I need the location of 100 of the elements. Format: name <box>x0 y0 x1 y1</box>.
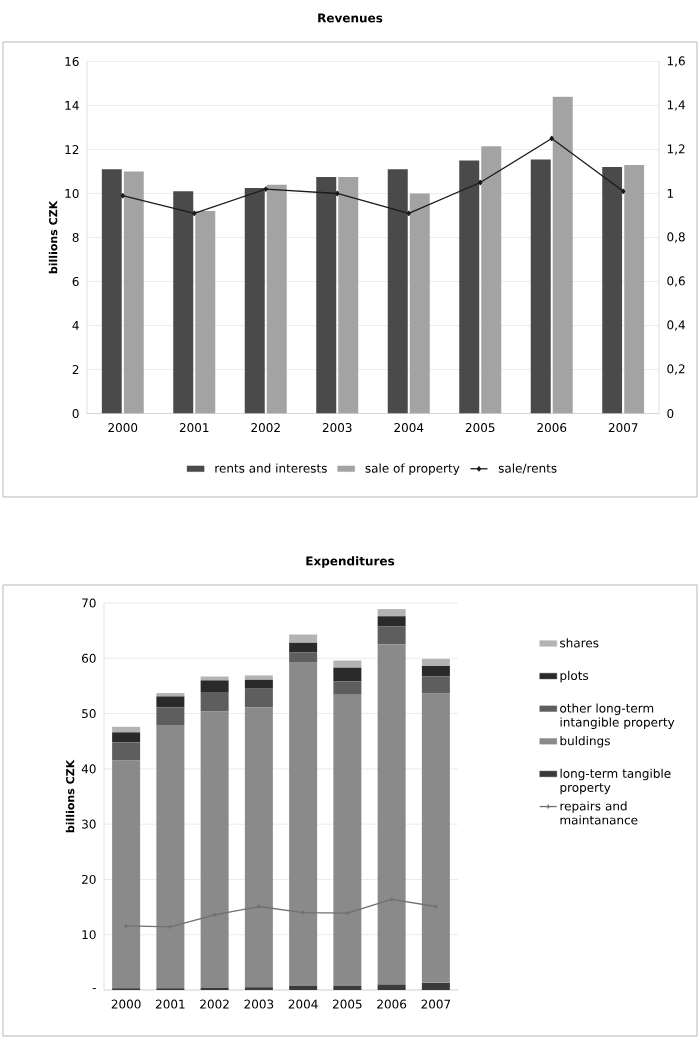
bar <box>421 693 450 983</box>
bar <box>316 177 337 414</box>
bar <box>289 986 318 990</box>
bar <box>459 160 480 414</box>
bar <box>421 982 450 990</box>
legend-label: sale/rents <box>498 463 557 474</box>
chart-title: Expenditures <box>306 556 395 568</box>
legend-label: other long-term intangible property <box>560 703 675 729</box>
bar <box>530 159 551 414</box>
y-axis-title: billions CZK <box>65 759 75 833</box>
x-tick-label: 2006 <box>377 999 407 1009</box>
y2-tick-label: 1,4 <box>667 100 685 111</box>
bar <box>112 742 141 761</box>
bar <box>602 167 623 414</box>
y-tick-label: 12 <box>65 145 79 154</box>
bar <box>333 681 362 695</box>
point <box>120 193 125 199</box>
bar <box>156 707 185 726</box>
bar <box>244 707 273 988</box>
y-tick-label: 16 <box>65 56 79 67</box>
bar <box>156 696 185 708</box>
x-tick-label: 2005 <box>465 423 495 433</box>
x-tick-label: 2000 <box>108 423 138 433</box>
bar <box>289 652 318 663</box>
point <box>263 186 268 192</box>
bar <box>101 169 122 414</box>
y2-tick-label: 1,2 <box>667 144 685 155</box>
y-axis-title: billions CZK <box>48 200 58 274</box>
y-tick-label: 14 <box>65 101 79 110</box>
bar <box>338 177 359 414</box>
bar <box>289 642 318 653</box>
bar <box>624 164 645 414</box>
bar <box>377 644 406 985</box>
x-tick-label: 2007 <box>421 999 451 1009</box>
x-tick-label: 2006 <box>537 423 567 433</box>
x-tick-label: 2007 <box>608 423 638 433</box>
x-tick-label: 2003 <box>322 423 352 433</box>
bar <box>421 658 450 667</box>
x-tick-label: 2004 <box>394 423 424 433</box>
y-tick-label: 2 <box>72 365 79 374</box>
y2-tick-label: 0,8 <box>667 232 685 243</box>
point <box>406 210 411 216</box>
bar <box>481 146 502 414</box>
y-tick-label: 0 <box>72 408 79 419</box>
point <box>621 188 626 194</box>
y2-tick-label: 1 <box>667 189 674 198</box>
y-tick-label: 60 <box>82 653 96 663</box>
bar <box>333 667 362 682</box>
x-tick-label: 2000 <box>111 999 141 1009</box>
y-tick-label: - <box>92 988 96 990</box>
bar <box>409 193 430 414</box>
x-tick-label: 2001 <box>179 423 209 433</box>
bar <box>266 184 287 414</box>
x-tick-label: 2005 <box>332 999 362 1009</box>
y-tick-label: 10 <box>82 930 96 940</box>
bar <box>333 986 362 990</box>
x-tick-label: 2002 <box>200 999 229 1009</box>
x-tick-label: 2002 <box>251 423 280 433</box>
point <box>549 135 554 142</box>
y-tick-label: 4 <box>72 321 79 330</box>
point <box>335 190 340 197</box>
y-tick-label: 6 <box>72 276 79 287</box>
legend-label: buldings <box>560 736 610 748</box>
point <box>478 179 483 186</box>
y-tick-label: 40 <box>81 764 96 774</box>
bar <box>377 609 406 617</box>
y-tick-label: 50 <box>82 709 96 719</box>
y2-tick-label: 1,6 <box>667 56 685 67</box>
bar <box>200 711 229 988</box>
legend-label: plots <box>560 670 589 683</box>
bar <box>244 675 273 680</box>
point <box>300 909 306 916</box>
bar <box>289 662 318 987</box>
y2-tick-label: 0 <box>667 408 674 419</box>
bar <box>333 660 362 668</box>
bar <box>421 676 450 694</box>
bar <box>112 732 141 743</box>
bar <box>156 693 185 697</box>
bar <box>244 679 273 689</box>
x-tick-label: 2004 <box>288 999 318 1009</box>
legend-label: shares <box>560 638 599 648</box>
x-tick-label: 2001 <box>155 999 185 1009</box>
bar <box>387 169 408 414</box>
y-tick-label: 8 <box>72 232 79 243</box>
y-tick-label: 20 <box>82 874 96 884</box>
bar <box>123 171 144 414</box>
bar <box>200 680 229 693</box>
bar <box>552 96 573 414</box>
y2-tick-label: 0,2 <box>667 364 685 375</box>
bar <box>195 211 216 414</box>
bar <box>333 694 362 987</box>
bar <box>173 191 194 414</box>
y2-tick-label: 0,6 <box>667 276 685 287</box>
bar <box>200 987 229 990</box>
bar <box>112 760 141 989</box>
bar <box>289 634 318 643</box>
bar <box>200 692 229 712</box>
legend-label: rents and interests <box>215 463 327 473</box>
bar <box>112 726 141 733</box>
point <box>256 903 262 910</box>
